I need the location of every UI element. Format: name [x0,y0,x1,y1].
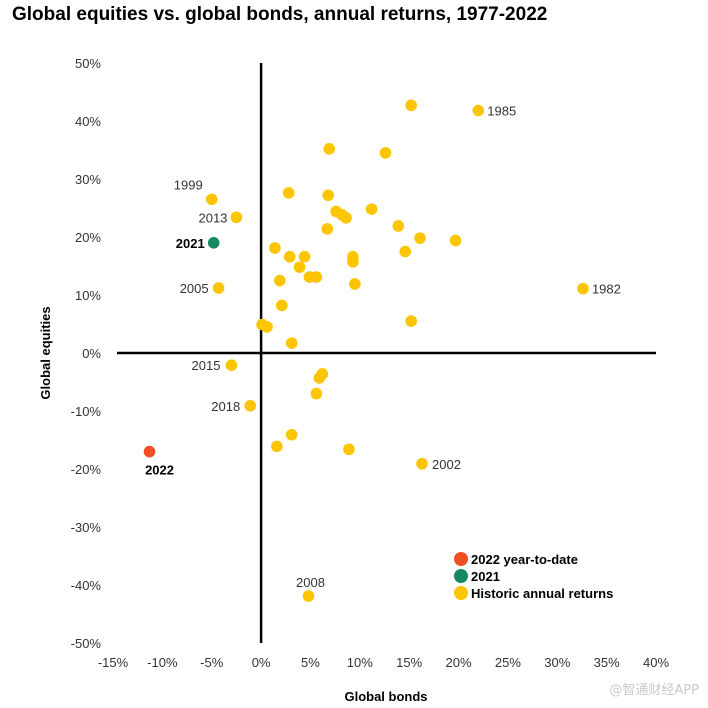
data-point [322,189,335,202]
legend: 2022 year-to-date 2021 Historic annual ret… [454,552,613,601]
point-1985 [472,104,485,117]
x-tick-label: 40% [643,655,669,670]
x-axis-title: Global bonds [344,689,427,704]
data-point [269,242,281,254]
legend-label: 2022 year-to-date [471,552,578,567]
point-label-1999: 1999 [174,177,203,192]
y-tick-label: 40% [75,114,101,129]
x-tick-label: 15% [396,655,422,670]
point-label-2022: 2022 [145,463,174,478]
x-tick-label: 0% [252,655,271,670]
point-label-1985: 1985 [487,104,516,119]
y-axis-ticks: 50% 40% 30% 20% 10% 0% -10% -20% -30% -40% -50% [71,56,102,651]
watermark-text: @智通财经APP [609,683,699,698]
data-point [282,187,295,199]
data-point [298,250,311,263]
legend-marker [454,569,468,583]
y-tick-label: -30% [71,520,102,535]
point-label-2013: 2013 [198,210,227,225]
data-point [414,232,426,244]
x-tick-label: -10% [147,655,178,670]
chart-title: Global equities vs. global bonds, annual… [12,4,548,25]
data-point [283,250,296,263]
data-point [340,212,352,224]
data-point [276,299,288,312]
data-points [143,99,589,602]
y-tick-label: -20% [71,462,102,477]
x-tick-label: 30% [544,655,570,670]
y-tick-label: 10% [75,288,101,303]
point-2021 [207,237,220,249]
data-point [399,245,412,258]
point-2015 [225,359,238,371]
x-tick-label: 25% [495,655,521,670]
point-label-2002: 2002 [432,457,461,472]
y-tick-label: 20% [75,230,101,245]
legend-marker [454,586,468,600]
legend-label: 2021 [471,569,500,584]
legend-label: Historic annual returns [471,586,613,601]
data-point [323,143,336,155]
point-label-2015: 2015 [192,358,221,373]
data-point [365,203,378,215]
y-axis-title: Global equities [38,306,53,399]
point-2002 [416,457,428,470]
x-axis-ticks: -15% -10% -5% 0% 5% 10% 15% 20% 25% 30% 35% 40% [98,655,670,670]
x-tick-label: 10% [347,655,373,670]
data-point [310,387,323,400]
data-point [405,99,417,112]
data-point [321,223,334,235]
data-point [285,337,298,349]
y-tick-label: -10% [71,404,102,419]
point-label-2005: 2005 [180,281,209,296]
data-point [343,443,355,456]
data-point [271,440,283,453]
point-2018 [244,399,257,412]
data-point [285,428,298,441]
y-tick-label: 0% [82,346,101,361]
data-point [392,220,405,232]
data-point [349,278,361,290]
data-point [313,372,326,384]
y-tick-label: -50% [71,636,102,651]
point-2022 [143,445,156,458]
y-tick-label: -40% [71,578,102,593]
point-labels: 1985 1999 2013 1982 2005 2015 2018 2002 2008 2021… [145,104,621,590]
point-2008 [302,590,315,602]
x-tick-label: 20% [446,655,472,670]
point-2013 [230,211,243,224]
data-point [347,256,359,268]
data-point [379,147,392,159]
point-label-1982: 1982 [592,282,621,297]
data-point [310,271,323,283]
x-tick-label: 35% [594,655,620,670]
data-point [274,274,286,287]
point-label-2008: 2008 [296,575,325,590]
point-1999 [205,193,218,206]
point-label-2021: 2021 [176,236,205,251]
point-2005 [212,282,225,294]
x-tick-label: -15% [98,655,129,670]
point-1982 [577,282,589,295]
data-point [293,261,306,273]
data-point [261,321,273,333]
y-tick-label: 50% [75,56,101,71]
data-point [405,315,417,327]
legend-marker [454,552,468,566]
x-tick-label: -5% [200,655,224,670]
point-label-2018: 2018 [211,399,240,414]
data-point [449,234,462,247]
y-tick-label: 30% [75,172,101,187]
x-tick-label: 5% [301,655,320,670]
